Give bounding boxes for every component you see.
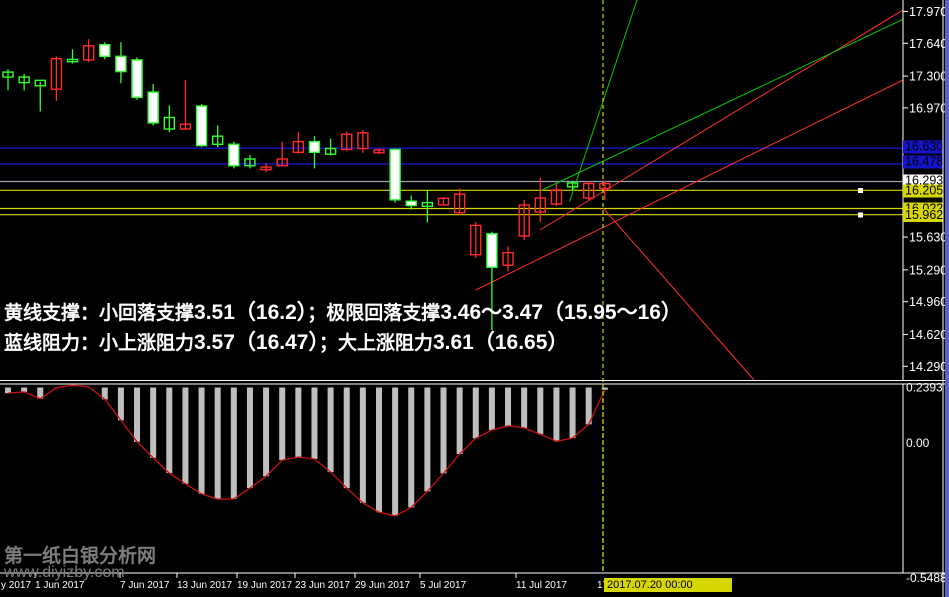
svg-text:y 2017: y 2017 [1, 580, 31, 591]
svg-text:2017.07.20 00:00: 2017.07.20 00:00 [607, 579, 693, 591]
svg-text:29 Jun 2017: 29 Jun 2017 [355, 580, 410, 591]
svg-text:1 Jun 2017: 1 Jun 2017 [35, 580, 85, 591]
svg-text:7 Jun 2017: 7 Jun 2017 [120, 580, 170, 591]
svg-text:13 Jun 2017: 13 Jun 2017 [177, 580, 232, 591]
svg-text:19 Jun 2017: 19 Jun 2017 [237, 580, 292, 591]
svg-text:5 Jul 2017: 5 Jul 2017 [420, 580, 467, 591]
svg-text:23 Jun 2017: 23 Jun 2017 [295, 580, 350, 591]
svg-text:11 Jul 2017: 11 Jul 2017 [516, 580, 567, 591]
